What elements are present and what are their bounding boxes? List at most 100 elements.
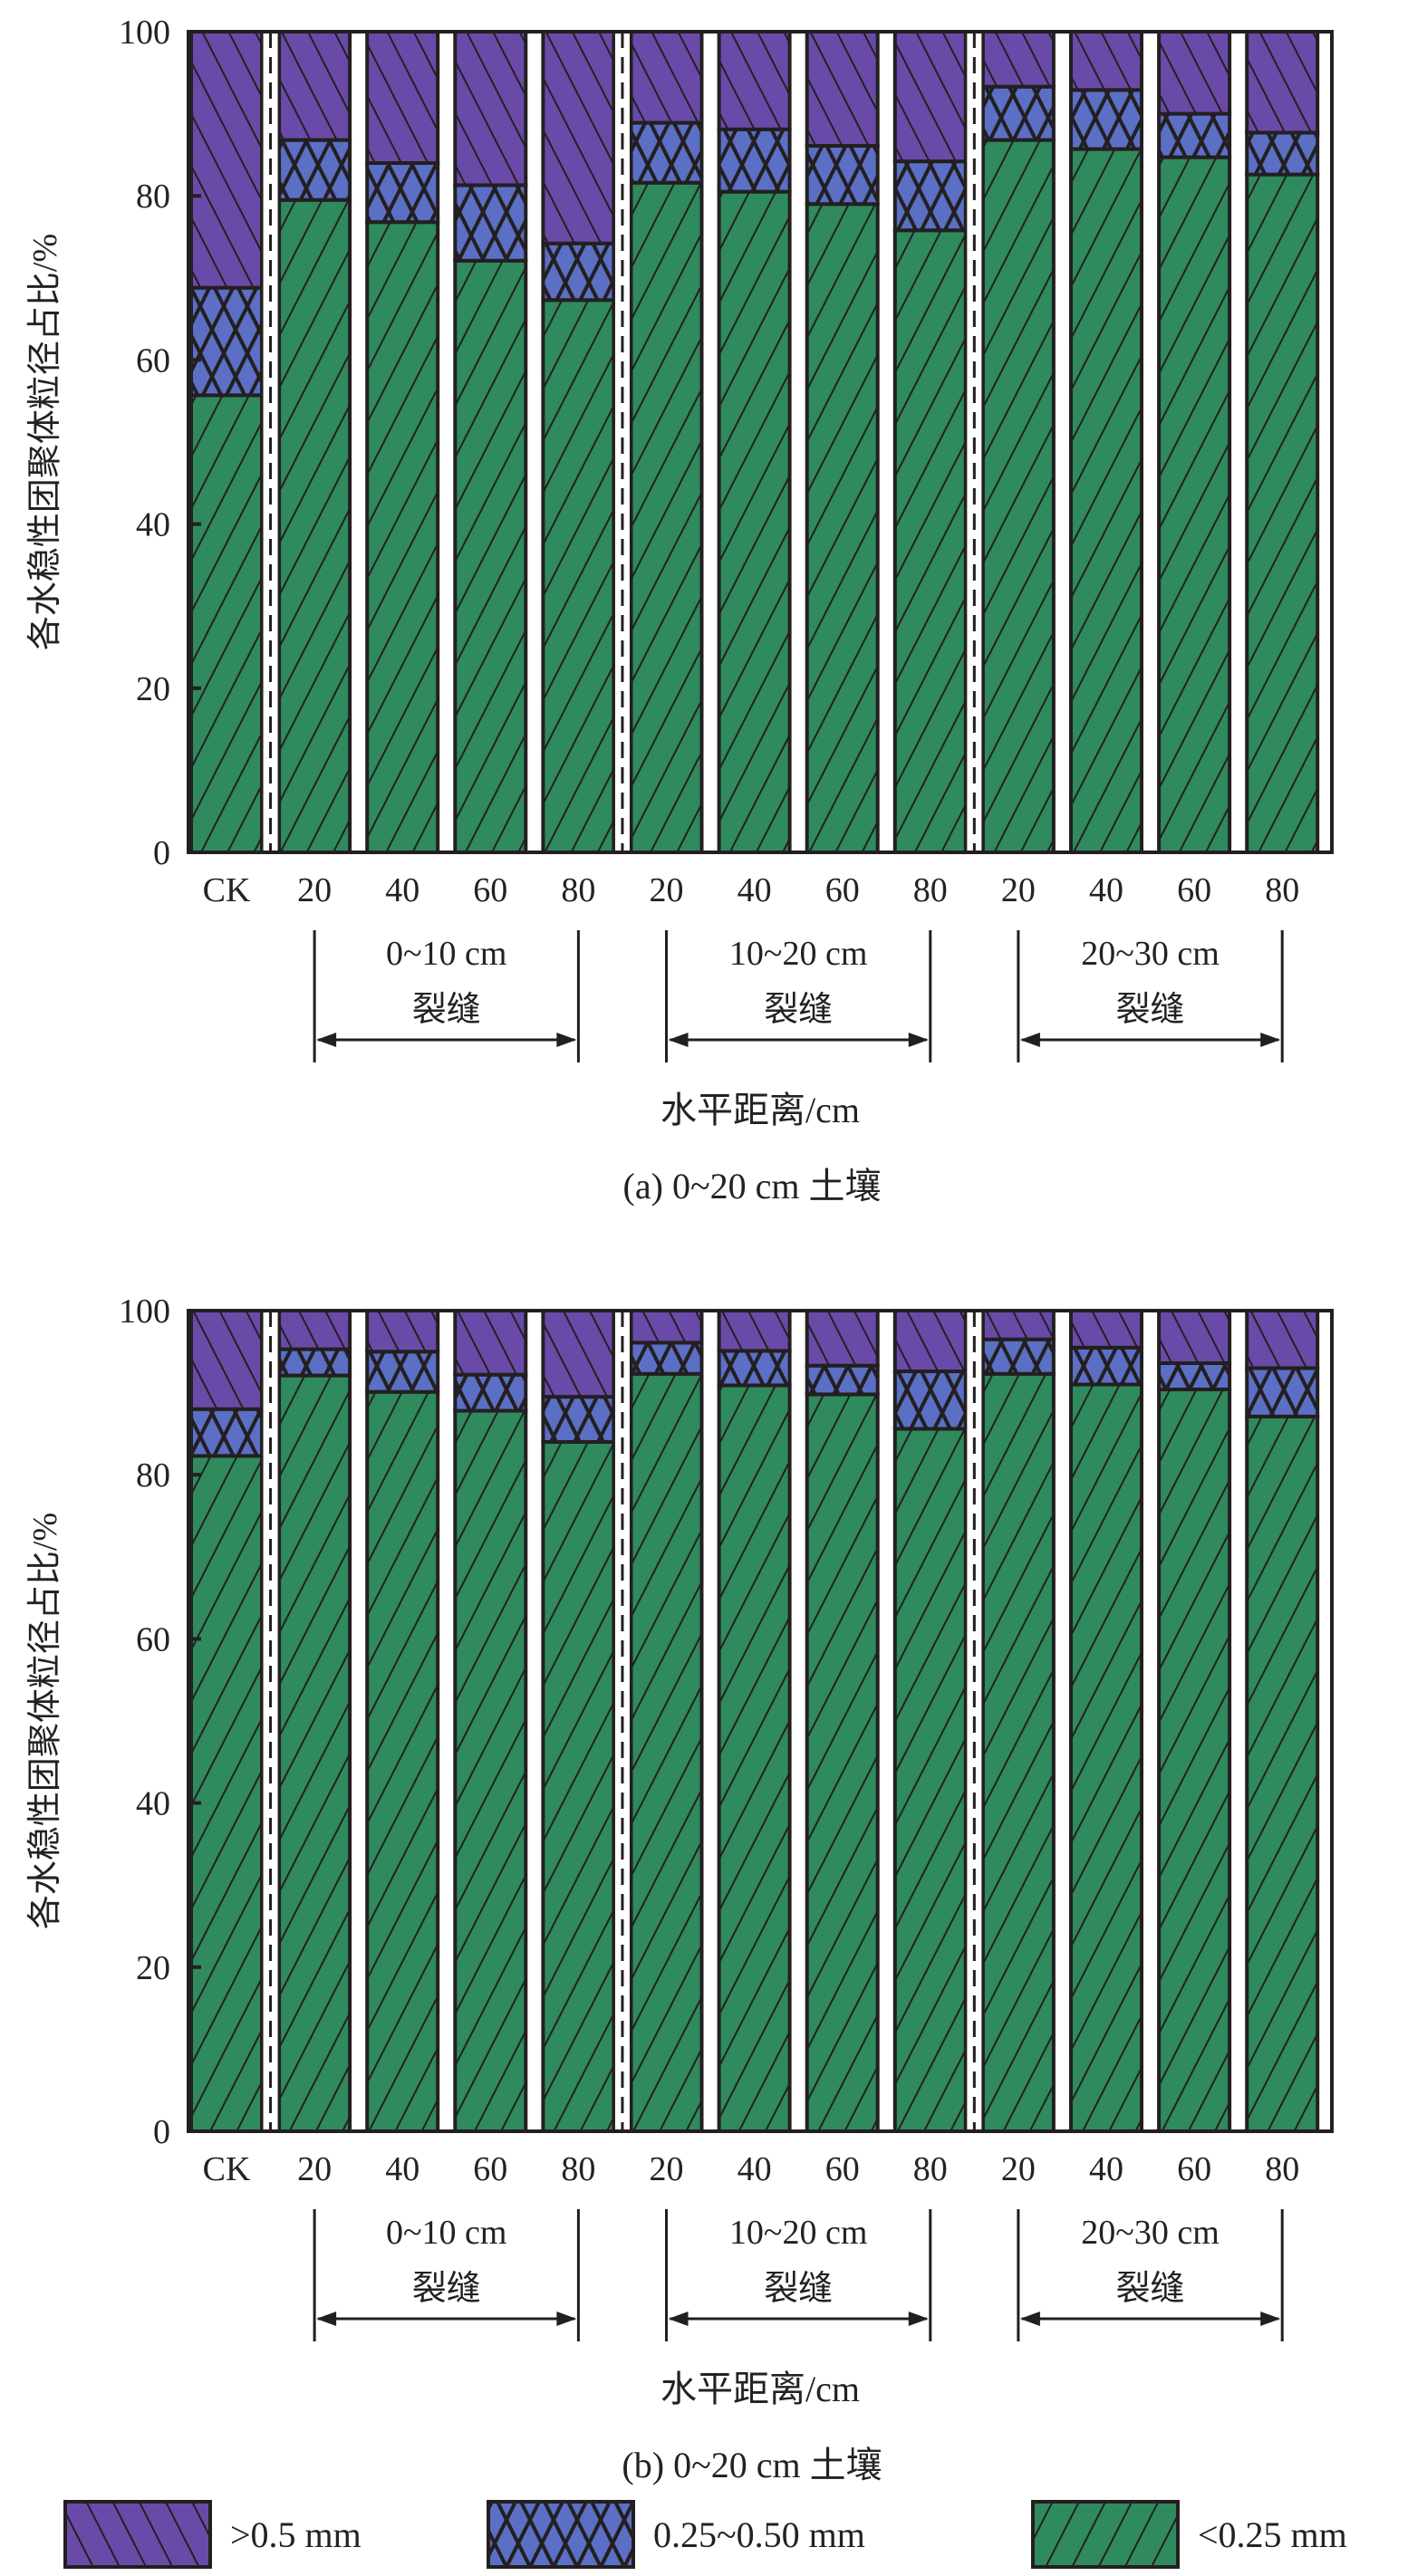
y-tick-label: 40 xyxy=(136,1785,170,1823)
bar-segment-small xyxy=(189,393,264,854)
bar-segment-small xyxy=(189,1454,264,2134)
bar-segment-large xyxy=(1157,1309,1232,1365)
group-label: 0~10 cm xyxy=(386,2214,506,2252)
x-tick-label: 80 xyxy=(561,871,595,909)
bar-segment-mid xyxy=(1069,1345,1143,1387)
bar-segment-mid xyxy=(717,127,792,194)
bar-segment-mid xyxy=(541,241,616,303)
bar-stack xyxy=(1157,1309,1232,2133)
bar-stack xyxy=(629,1309,704,2133)
bar-stack xyxy=(365,1309,440,2133)
bar-stack xyxy=(629,30,704,855)
bar-stack xyxy=(980,30,1056,855)
bar-stack xyxy=(1069,30,1143,855)
group-bracket: 20~30 cm 裂缝 xyxy=(1017,930,1284,1062)
x-tick-label: 40 xyxy=(385,2150,419,2188)
group-sublabel: 裂缝 xyxy=(412,2270,481,2308)
bar-segment-large xyxy=(717,30,792,131)
bar-segment-mid xyxy=(365,160,440,225)
bar-segment-large xyxy=(717,1309,792,1353)
x-tick-label: 80 xyxy=(1265,871,1299,909)
bar-segment-small xyxy=(541,298,616,854)
bar-stack xyxy=(1245,1309,1320,2133)
bar-stack xyxy=(892,30,968,854)
bar-stack xyxy=(189,1309,264,2134)
bar-segment-mid xyxy=(629,120,704,185)
chart-caption: (b) 0~20 cm 土壤 xyxy=(622,2445,882,2485)
x-tick-label: 40 xyxy=(1089,871,1123,909)
bar-segment-mid xyxy=(189,285,264,398)
bar-segment-large xyxy=(541,30,616,245)
bar-segment-small xyxy=(453,258,528,854)
bar-segment-large xyxy=(892,1309,968,1374)
group-bracket: 10~20 cm 裂缝 xyxy=(665,930,932,1062)
bar-segment-large xyxy=(1069,30,1143,92)
x-tick-label: 80 xyxy=(913,871,948,909)
x-axis-label: 水平距离/cm xyxy=(660,1090,860,1130)
bar-stack xyxy=(1245,30,1320,855)
bar-segment-large xyxy=(1157,30,1232,116)
x-tick-label: 20 xyxy=(650,2150,684,2188)
x-tick-label: 40 xyxy=(738,2150,772,2188)
bar-segment-large xyxy=(1245,30,1320,135)
bar-stack xyxy=(365,30,440,854)
group-label: 0~10 cm xyxy=(386,935,506,973)
bar-segment-large xyxy=(453,1309,528,1377)
x-tick-label: 60 xyxy=(825,871,860,909)
group-bracket: 10~20 cm 裂缝 xyxy=(665,2209,932,2341)
x-tick-label: CK xyxy=(203,2150,251,2188)
bar-segment-large xyxy=(189,1309,264,1411)
bar-segment-small xyxy=(453,1408,528,2133)
x-tick-label: 20 xyxy=(650,871,684,909)
bar-segment-large xyxy=(629,30,704,125)
bar-segment-mid xyxy=(805,143,880,207)
group-bracket: 20~30 cm 裂缝 xyxy=(1017,2209,1284,2341)
bar-segment-mid xyxy=(453,183,528,263)
bar-stack xyxy=(541,30,616,854)
bar-segment-small xyxy=(1157,1387,1232,2133)
bar-segment-small xyxy=(1157,155,1232,855)
bar-segment-mid xyxy=(717,1349,792,1388)
bar-stack xyxy=(189,30,264,854)
legend-swatch xyxy=(63,2500,212,2569)
bar-segment-large xyxy=(365,1309,440,1354)
bar-segment-small xyxy=(365,220,440,854)
y-tick-label: 80 xyxy=(136,1456,170,1495)
bar-segment-small xyxy=(892,228,968,854)
group-label: 20~30 cm xyxy=(1081,2214,1219,2252)
legend-swatch xyxy=(1031,2500,1180,2569)
x-tick-label: 20 xyxy=(297,2150,332,2188)
bar-segment-small xyxy=(980,1371,1056,2133)
bar-segment-small xyxy=(980,138,1056,855)
group-sublabel: 裂缝 xyxy=(412,991,481,1029)
y-tick-label: 20 xyxy=(136,670,170,708)
x-tick-label: 60 xyxy=(825,2150,860,2188)
y-tick-label: 0 xyxy=(153,2113,170,2151)
bar-segment-large xyxy=(277,30,352,142)
group-label: 10~20 cm xyxy=(729,2214,867,2252)
bar-segment-small xyxy=(1245,172,1320,855)
legend-item-small: <0.25 mm xyxy=(1031,2500,1347,2569)
x-tick-label: 80 xyxy=(561,2150,595,2188)
chart-a: CK 20 40 60 80 20 40 60 80 20 40 60 80 0 20 40 60 80 100 各水… xyxy=(26,14,1334,1206)
group-bracket: 0~10 cm 裂缝 xyxy=(313,930,580,1062)
bar-segment-small xyxy=(629,1371,704,2133)
bar-segment-small xyxy=(805,1392,880,2133)
bar-segment-mid xyxy=(1069,88,1143,151)
bar-segment-mid xyxy=(453,1372,528,1413)
bar-segment-small xyxy=(717,189,792,855)
bar-stack xyxy=(541,1309,616,2133)
bar-segment-large xyxy=(980,30,1056,89)
x-tick-label: 40 xyxy=(738,871,772,909)
x-tick-label: 40 xyxy=(385,871,419,909)
group-sublabel: 裂缝 xyxy=(1116,991,1185,1029)
bar-segment-large xyxy=(805,1309,880,1368)
bar-segment-small xyxy=(892,1427,968,2133)
group-sublabel: 裂缝 xyxy=(764,2270,833,2308)
group-sublabel: 裂缝 xyxy=(764,991,833,1029)
bar-stack xyxy=(892,1309,968,2133)
x-tick-label: 60 xyxy=(1177,871,1211,909)
bar-stack xyxy=(277,30,352,855)
x-tick-label: 60 xyxy=(473,871,507,909)
